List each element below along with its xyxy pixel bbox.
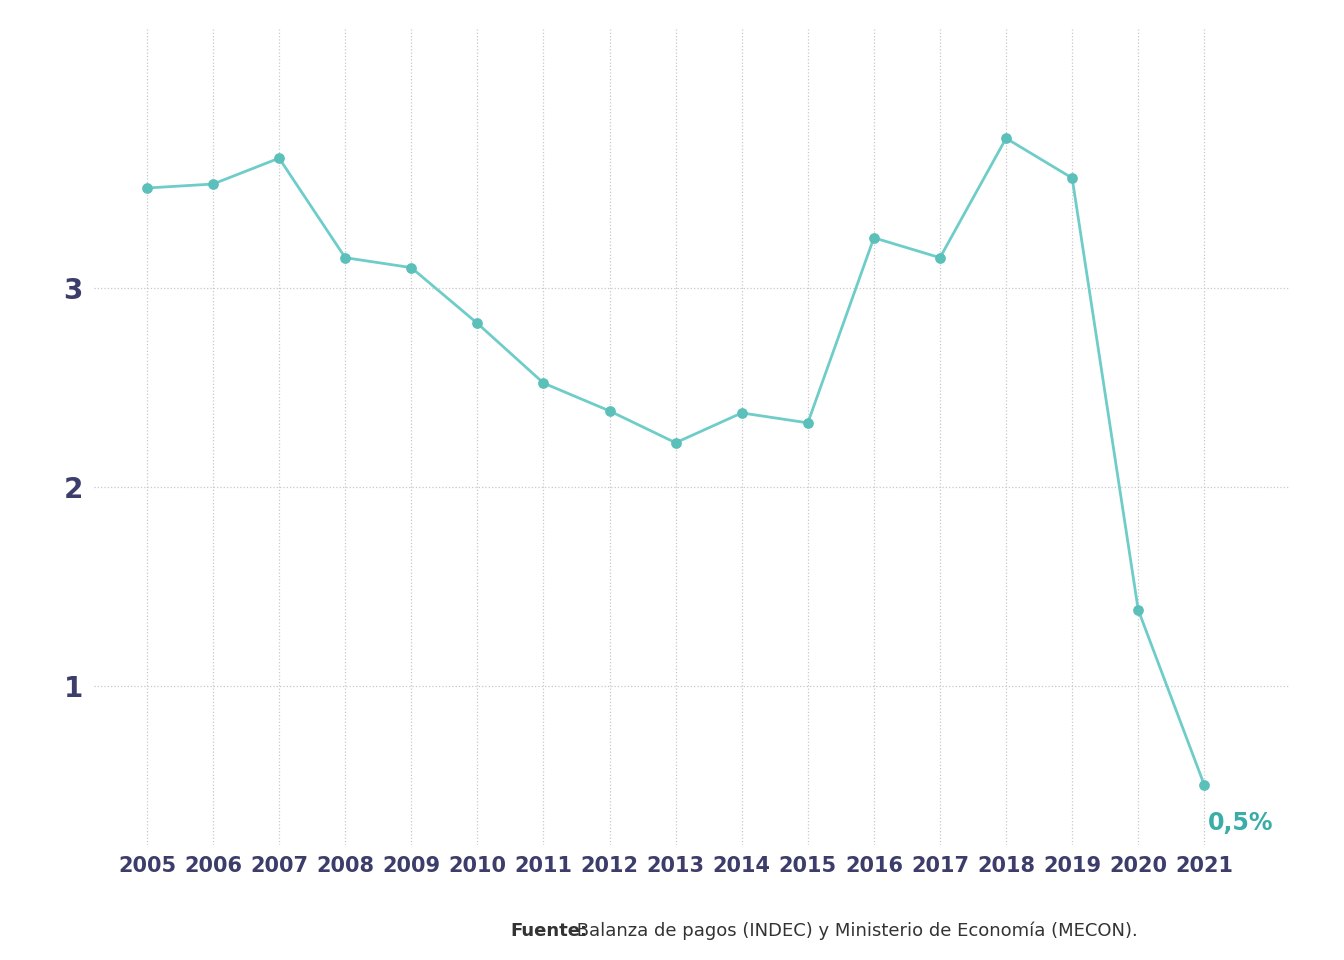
Point (1062, 170, 1083, 185)
Point (203, 177, 224, 192)
Point (599, 403, 621, 419)
Point (136, 180, 157, 196)
Point (1128, 602, 1149, 617)
Point (665, 435, 687, 450)
Point (929, 250, 950, 265)
Point (401, 260, 422, 276)
Point (863, 230, 884, 246)
Point (532, 375, 554, 391)
Point (797, 415, 818, 430)
Point (731, 405, 753, 420)
Point (1193, 778, 1215, 793)
Text: 0,5%: 0,5% (1208, 811, 1273, 835)
Point (996, 131, 1017, 146)
Point (269, 151, 290, 166)
Point (466, 316, 488, 331)
Text: Fuente:: Fuente: (511, 922, 587, 940)
Text: Balanza de pagos (INDEC) y Ministerio de Economía (MECON).: Balanza de pagos (INDEC) y Ministerio de… (571, 922, 1138, 940)
Point (335, 250, 356, 265)
